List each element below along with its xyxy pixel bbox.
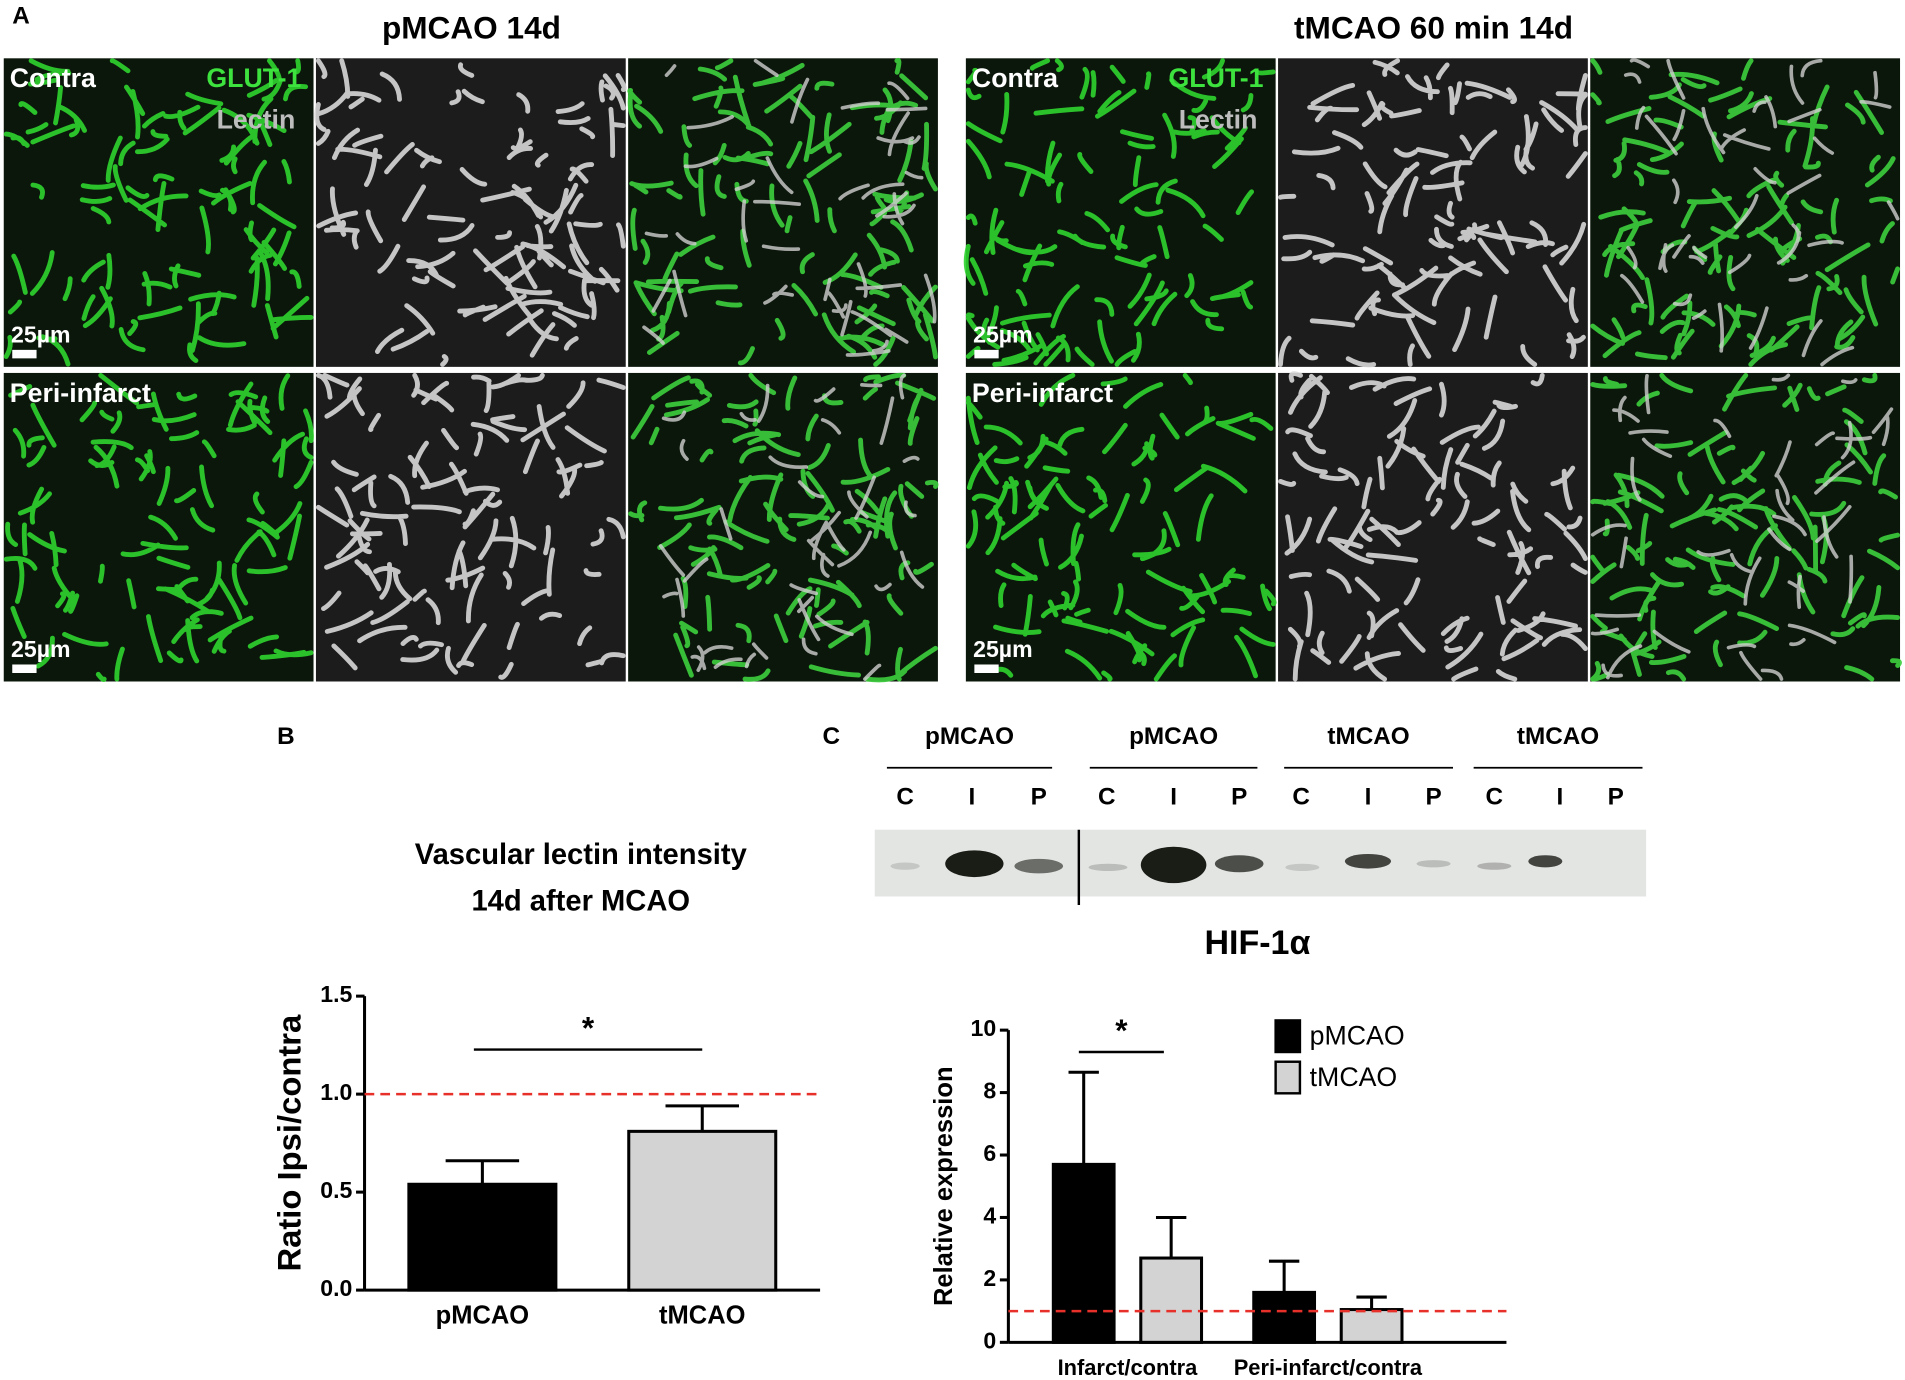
vessels [658, 373, 925, 681]
legend-label: pMCAO [1310, 1020, 1405, 1050]
row-label: Peri-infarct [10, 378, 151, 408]
group-title: pMCAO 14d [382, 10, 561, 46]
stain-label: Lectin [1179, 105, 1258, 135]
x-tick-label: Peri-infarct/contra [1234, 1355, 1423, 1380]
x-tick-label: Infarct/contra [1058, 1355, 1199, 1380]
y-tick-label: 0.5 [320, 1177, 352, 1203]
vessels [963, 58, 1276, 367]
vessels [1278, 58, 1588, 368]
lane-label: C [1486, 784, 1504, 811]
significance-label: * [582, 1009, 595, 1045]
vessels [3, 372, 314, 682]
y-tick-label: 6 [983, 1140, 996, 1166]
bar [627, 1129, 778, 1292]
panel-label: A [12, 2, 30, 29]
lane-label: I [1557, 784, 1564, 811]
vessels [1590, 58, 1901, 367]
micrograph [627, 57, 938, 367]
micrograph-bg [1278, 372, 1588, 682]
vessels [314, 58, 627, 367]
legend-swatch [1274, 1019, 1302, 1054]
vessels [642, 58, 937, 357]
y-tick-label: 10 [971, 1015, 997, 1041]
y-tick-label: 0 [983, 1327, 996, 1353]
bar [1252, 1290, 1317, 1344]
scale-bar [974, 664, 999, 673]
blot-group-label: pMCAO [1129, 723, 1218, 750]
vessels [1590, 373, 1894, 681]
row-label: Peri-infarct [972, 378, 1113, 408]
bar [407, 1182, 558, 1292]
lane-label: P [1425, 784, 1441, 811]
group-title: tMCAO 60 min 14d [1294, 10, 1573, 46]
lane-label: I [1170, 784, 1177, 811]
x-tick-label: tMCAO [659, 1302, 745, 1330]
micrograph [315, 372, 626, 682]
scale-bar [12, 664, 37, 673]
blot-bands [890, 846, 1563, 884]
bar [1139, 1256, 1204, 1344]
blot-group-label: tMCAO [1327, 723, 1409, 750]
lane-label: C [1098, 784, 1116, 811]
vessels [315, 372, 626, 680]
lane-label: C [896, 784, 914, 811]
micrograph [628, 372, 939, 683]
chart-title: HIF-1α [1204, 924, 1310, 962]
y-axis-label: Ratio Ipsi/contra [270, 1014, 307, 1272]
y-tick-label: 1.5 [320, 981, 352, 1007]
vessels [3, 58, 314, 367]
row-label: Contra [10, 63, 97, 93]
row-label: Contra [972, 63, 1059, 93]
stain-label: GLUT-1 [1168, 63, 1263, 93]
scale-bar [12, 349, 37, 359]
bar [1339, 1308, 1404, 1344]
chart-title: 14d after MCAO [471, 885, 690, 917]
lane-label: C [1292, 784, 1310, 811]
y-tick-label: 2 [983, 1265, 996, 1291]
micrograph-bg [965, 58, 1276, 367]
lane-label: P [1031, 784, 1047, 811]
scale-bar-label: 25µm [11, 636, 71, 662]
y-tick-label: 4 [983, 1203, 996, 1229]
micrograph [965, 372, 1277, 682]
scale-bar-label: 25µm [973, 322, 1032, 348]
scale-bar-label: 25µm [11, 322, 71, 348]
chart-title: Vascular lectin intensity [415, 839, 748, 871]
y-axis-label: Relative expression [930, 1066, 958, 1306]
blot-group-label: pMCAO [925, 723, 1014, 750]
x-tick-label: pMCAO [436, 1302, 529, 1330]
micrograph [3, 58, 314, 367]
lane-label: P [1608, 784, 1624, 811]
scale-bar [974, 349, 999, 359]
micrograph [314, 58, 627, 367]
vessels [1590, 372, 1902, 682]
lane-label: I [1365, 784, 1372, 811]
y-tick-label: 0.0 [320, 1275, 352, 1301]
y-tick-label: 8 [983, 1078, 996, 1104]
micrograph [3, 372, 314, 682]
legend-label: tMCAO [1310, 1062, 1398, 1092]
vessels [628, 372, 939, 683]
vessels [1278, 371, 1588, 682]
scale-bar-label: 25µm [973, 636, 1032, 662]
blot-group-label: tMCAO [1517, 723, 1599, 750]
stain-label: Lectin [217, 105, 296, 135]
lane-label: P [1231, 784, 1247, 811]
micrograph [1590, 372, 1902, 682]
panel-label: C [823, 723, 841, 750]
stain-label: GLUT-1 [206, 63, 301, 93]
micrograph [1278, 371, 1588, 682]
micrograph [1590, 58, 1901, 367]
significance-label: * [1115, 1012, 1128, 1048]
vessels [1620, 58, 1900, 367]
lane-label: I [969, 784, 976, 811]
vessels [965, 372, 1277, 682]
bar [1051, 1162, 1116, 1344]
panel-label: B [277, 723, 295, 750]
micrograph [1278, 58, 1588, 368]
micrograph [963, 58, 1276, 367]
y-tick-label: 1.0 [320, 1079, 352, 1105]
legend-swatch [1274, 1060, 1302, 1095]
